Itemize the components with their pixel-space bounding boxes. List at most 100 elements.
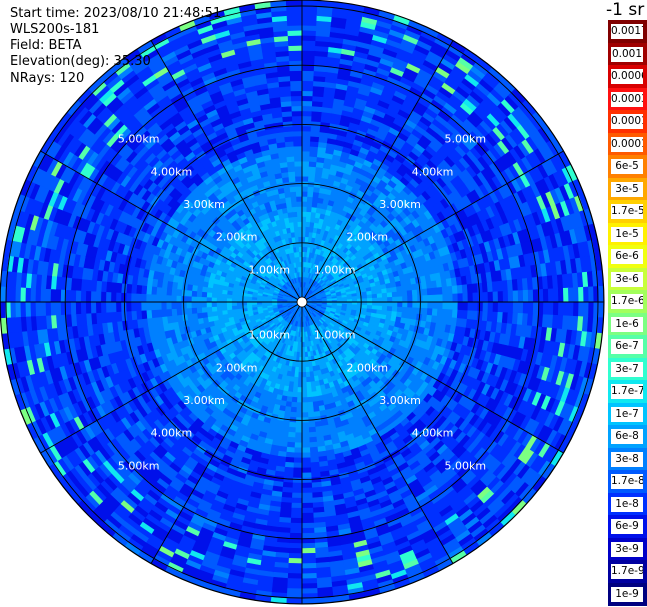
beta-bin [301,588,318,595]
beta-bin [50,288,62,303]
beta-bin [191,307,198,314]
beta-bin [35,315,48,331]
beta-bin [289,522,303,534]
colorbar-tick-label: 1e-7 [611,406,643,422]
beta-bin [301,100,313,107]
beta-bin [472,291,489,303]
beta-bin [314,55,329,68]
beta-bin [492,291,499,303]
beta-bin [24,287,31,303]
beta-bin [301,502,314,509]
beta-bin [145,285,153,295]
beta-bin [267,86,281,99]
beta-bin [211,296,217,303]
beta-bin [305,366,310,373]
beta-bin [381,292,388,299]
beta-bin [309,155,318,163]
beta-bin [301,211,308,217]
beta-bin [308,160,318,168]
beta-bin [290,95,303,102]
beta-bin [532,301,539,315]
beta-bin [593,301,605,319]
beta-bin [290,401,298,408]
beta-bin [467,301,479,312]
beta-bin [293,447,303,454]
beta-bin [425,280,438,290]
range-ring-label: 5.00km [118,459,160,472]
colorbar-tick-label: 1.7e-5 [611,204,643,219]
beta-bin [381,288,388,294]
beta-bin [301,522,315,529]
beta-bin [441,285,454,295]
beta-bin [296,387,303,393]
beta-bin [211,301,217,308]
beta-bin [291,396,298,403]
beta-bin [466,283,479,294]
beta-bin [288,216,294,223]
beta-bin [110,291,117,303]
beta-bin [307,416,316,428]
beta-bin [294,442,303,449]
beta-bin [301,95,314,102]
beta-bin [578,301,590,318]
beta-bin [226,305,233,311]
beta-bin [291,492,303,499]
beta-bin [426,286,444,296]
beta-bin [290,406,297,413]
beta-bin [542,288,549,303]
beta-bin [301,90,314,97]
beta-bin [285,451,295,459]
beta-bin [125,301,132,312]
beta-bin [269,96,282,109]
beta-bin [487,301,494,313]
colorbar-tick-label: 1.7e-8 [611,474,643,489]
beta-bin [165,287,173,296]
range-ring-label: 3.00km [379,198,421,211]
beta-bin [583,286,590,303]
beta-bin [487,291,494,303]
colorbar-tick-label: 1e-9 [611,586,643,602]
beta-bin [309,446,320,464]
beta-bin [287,171,296,183]
beta-bin [70,277,83,291]
beta-bin [315,566,332,579]
range-ring-label: 3.00km [379,394,421,407]
beta-bin [292,135,303,147]
range-ring-label: 1.00km [249,329,291,342]
beta-bin [171,308,178,317]
beta-bin [426,308,433,317]
range-ring-label: 5.00km [445,133,487,146]
beta-bin [290,80,303,92]
colorbar-tick-label: 0.001 [611,46,643,62]
beta-bin [291,482,303,494]
beta-bin [286,160,296,173]
beta-bin [542,301,554,316]
beta-bin [34,287,41,303]
beta-bin [298,236,303,243]
beta-bin [541,314,554,329]
beta-bin [502,290,509,303]
beta-bin [288,542,303,549]
beta-bin [301,175,309,182]
colorbar-tick-label: 6e-7 [611,339,643,354]
beta-bin [288,50,303,62]
beta-bin [466,310,479,321]
beta-bin [296,392,303,403]
beta-bin [301,472,312,479]
colorbar-tick-label: 1e-8 [611,496,643,512]
beta-bin [301,422,310,449]
beta-bin [75,313,88,327]
beta-bin [291,105,303,112]
beta-bin [301,507,314,514]
beta-bin [407,301,414,309]
beta-bin [287,211,294,218]
beta-bin [288,547,303,554]
beta-bin [361,298,368,303]
beta-bin [561,315,579,332]
beta-bin [588,301,595,318]
beta-bin [292,477,303,484]
beta-bin [65,289,77,303]
beta-bin [291,100,303,107]
beta-bin [292,211,298,218]
